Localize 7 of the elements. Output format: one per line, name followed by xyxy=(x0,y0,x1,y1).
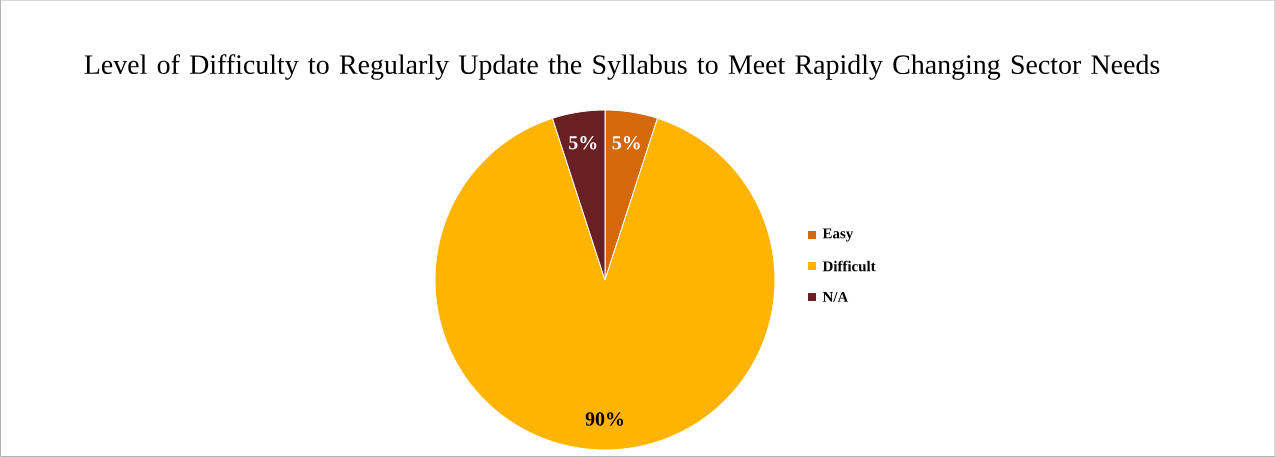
chart-title: Level of Difficulty to Regularly Update the Syllabus to Meet Rapidly Changing Sector Needs xyxy=(84,54,1160,80)
data-label: 90% xyxy=(585,412,624,426)
data-label: 5% xyxy=(569,135,597,150)
legend-label: N/A xyxy=(822,292,849,302)
data-label: 5% xyxy=(612,135,640,150)
legend-label: Difficult xyxy=(822,260,876,272)
legend-label: Easy xyxy=(822,228,854,242)
